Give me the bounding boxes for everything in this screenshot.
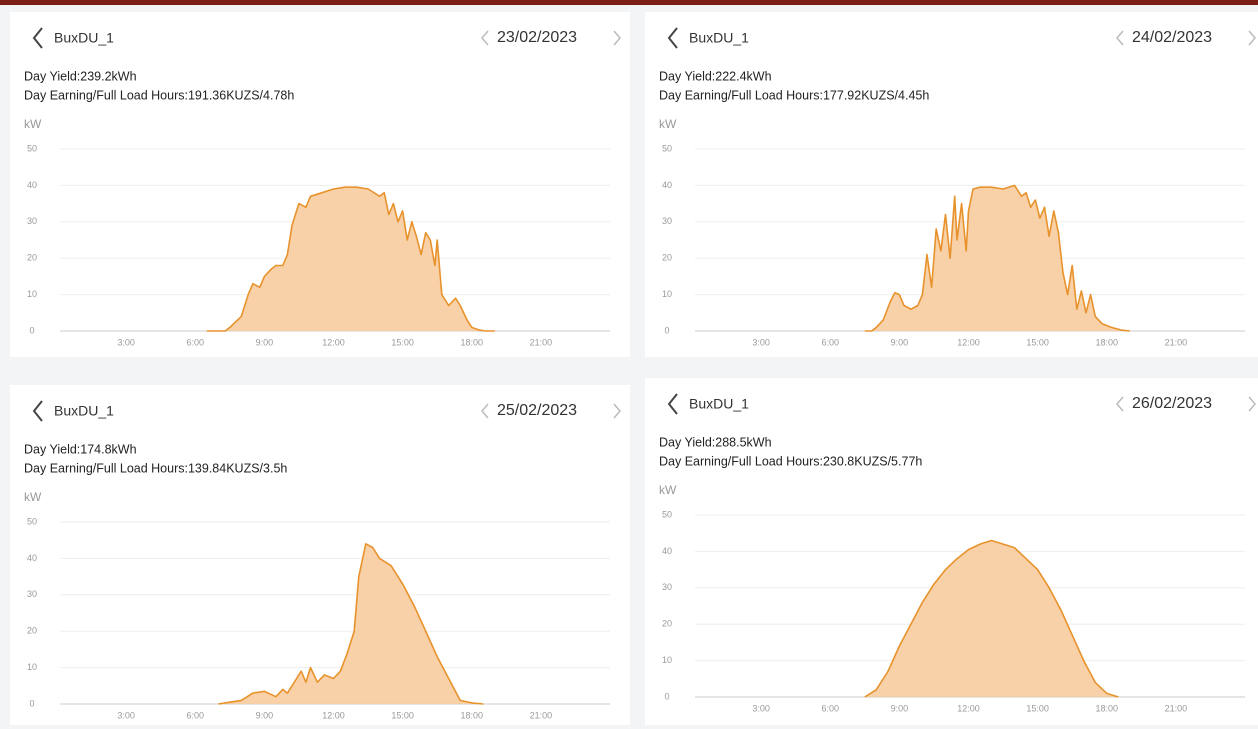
x-tick-label: 6:00 (186, 337, 204, 347)
y-tick-label: 0 (29, 698, 34, 708)
x-tick-label: 12:00 (322, 710, 345, 720)
x-tick-label: 3:00 (752, 337, 770, 347)
panel-bg (10, 385, 630, 725)
prev-date[interactable] (1116, 396, 1124, 412)
x-tick-label: 21:00 (530, 337, 553, 347)
x-tick-label: 9:00 (891, 703, 909, 713)
y-tick-label: 30 (662, 216, 672, 226)
x-tick-label: 3:00 (752, 703, 770, 713)
x-tick-label: 18:00 (460, 337, 483, 347)
x-tick-label: 18:00 (1095, 337, 1118, 347)
y-tick-label: 0 (664, 691, 669, 701)
y-unit: kW (24, 490, 42, 504)
area-line (864, 539, 1119, 698)
info-line: Day Earning/Full Load Hours:139.84KUZS/3… (24, 461, 287, 475)
area-fill (864, 540, 1119, 697)
prev-date[interactable] (481, 30, 489, 46)
x-tick-label: 12:00 (957, 337, 980, 347)
info-line: Day Earning/Full Load Hours:177.92KUZS/4… (659, 88, 929, 102)
y-tick-label: 50 (27, 143, 37, 153)
y-tick-label: 0 (29, 325, 34, 335)
y-tick-label: 10 (27, 662, 37, 672)
area-fill (218, 543, 484, 704)
panel: BuxDU_1 26/02/2023 Day Yield:288.5kWh Day E… (645, 378, 1258, 725)
y-tick-label: 10 (662, 655, 672, 665)
x-tick-label: 3:00 (117, 710, 135, 720)
x-tick-label: 9:00 (256, 337, 274, 347)
x-tick-label: 12:00 (957, 703, 980, 713)
prev-date[interactable] (1116, 30, 1124, 46)
device-name: BuxDU_1 (689, 396, 749, 412)
date: 25/02/2023 (497, 402, 577, 419)
y-tick-label: 30 (27, 216, 37, 226)
y-tick-label: 40 (27, 180, 37, 190)
y-tick-label: 50 (662, 143, 672, 153)
x-tick-label: 6:00 (821, 703, 839, 713)
panel: BuxDU_1 23/02/2023 Day Yield:239.2kWh Day E… (10, 12, 630, 357)
y-tick-label: 10 (27, 289, 37, 299)
area-fill (864, 185, 1130, 331)
next-date[interactable] (613, 403, 621, 419)
x-tick-label: 15:00 (1026, 337, 1049, 347)
y-tick-label: 50 (662, 509, 672, 519)
y-tick-label: 20 (27, 253, 37, 263)
top-bar (0, 0, 1258, 5)
prev-date[interactable] (481, 403, 489, 419)
y-tick-label: 40 (662, 180, 672, 190)
x-tick-label: 9:00 (256, 710, 274, 720)
x-tick-label: 18:00 (1095, 703, 1118, 713)
y-tick-label: 40 (27, 553, 37, 563)
next-date[interactable] (613, 30, 621, 46)
back-button[interactable] (32, 27, 43, 49)
y-tick-label: 50 (27, 516, 37, 526)
y-tick-label: 30 (662, 582, 672, 592)
x-tick-label: 21:00 (530, 710, 553, 720)
x-tick-label: 12:00 (322, 337, 345, 347)
area-line (218, 543, 484, 705)
device-name: BuxDU_1 (54, 30, 114, 46)
back-button[interactable] (667, 393, 678, 415)
y-tick-label: 40 (662, 546, 672, 556)
x-tick-label: 3:00 (117, 337, 135, 347)
info-line: Day Yield:288.5kWh (659, 435, 772, 449)
y-tick-label: 30 (27, 589, 37, 599)
x-tick-label: 21:00 (1165, 703, 1188, 713)
y-unit: kW (24, 117, 42, 131)
x-tick-label: 9:00 (891, 337, 909, 347)
date: 26/02/2023 (1132, 395, 1212, 412)
y-unit: kW (659, 117, 677, 131)
date: 24/02/2023 (1132, 29, 1212, 46)
date: 23/02/2023 (497, 29, 577, 46)
info-line: Day Earning/Full Load Hours:230.8KUZS/5.… (659, 454, 922, 468)
x-tick-label: 21:00 (1165, 337, 1188, 347)
device-name: BuxDU_1 (54, 403, 114, 419)
panel: BuxDU_1 25/02/2023 Day Yield:174.8kWh Day E… (10, 385, 630, 725)
info-line: Day Earning/Full Load Hours:191.36KUZS/4… (24, 88, 294, 102)
y-tick-label: 20 (662, 619, 672, 629)
next-date[interactable] (1248, 30, 1256, 46)
x-tick-label: 6:00 (821, 337, 839, 347)
area-line (206, 186, 495, 332)
info-line: Day Yield:239.2kWh (24, 69, 137, 83)
back-button[interactable] (667, 27, 678, 49)
device-name: BuxDU_1 (689, 30, 749, 46)
x-tick-label: 18:00 (460, 710, 483, 720)
area-fill (206, 187, 495, 331)
info-line: Day Yield:174.8kWh (24, 442, 137, 456)
y-unit: kW (659, 483, 677, 497)
area-line (864, 184, 1130, 332)
y-tick-label: 0 (664, 325, 669, 335)
x-tick-label: 15:00 (1026, 703, 1049, 713)
back-button[interactable] (32, 400, 43, 422)
x-tick-label: 15:00 (391, 710, 414, 720)
x-tick-label: 15:00 (391, 337, 414, 347)
info-line: Day Yield:222.4kWh (659, 69, 772, 83)
x-tick-label: 6:00 (186, 710, 204, 720)
y-tick-label: 20 (662, 253, 672, 263)
panel: BuxDU_1 24/02/2023 Day Yield:222.4kWh Day E… (645, 12, 1258, 357)
next-date[interactable] (1248, 396, 1256, 412)
y-tick-label: 10 (662, 289, 672, 299)
y-tick-label: 20 (27, 626, 37, 636)
